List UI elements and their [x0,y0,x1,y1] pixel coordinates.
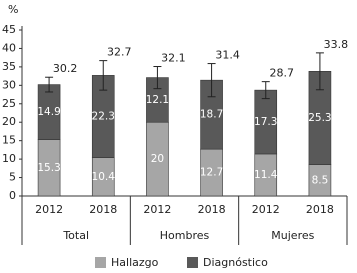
y-tick-label: 0 [9,189,16,202]
y-tick-label: 20 [2,115,16,128]
total-label: 30.2 [53,62,78,75]
x-tick-label: 2012 [35,203,63,216]
y-tick-label: 30 [2,78,16,91]
total-label: 28.7 [270,67,295,80]
legend-label: Hallazgo [111,256,159,269]
segment-label: 12.1 [146,94,169,106]
segment-label: 10.4 [92,171,116,183]
y-tick-label: 40 [2,41,16,54]
segment-label: 20 [151,153,164,165]
legend-swatch [187,257,198,268]
x-tick-label: 2012 [252,203,280,216]
total-label: 32.1 [161,52,186,65]
total-label: 32.7 [107,46,132,59]
y-tick-label: 15 [2,134,16,147]
y-tick-label: 5 [9,171,16,184]
group-label: Hombres [160,229,210,242]
segment-label: 11.4 [254,169,278,181]
legend-swatch [95,257,106,268]
y-tick-label: 10 [2,152,16,165]
segment-label: 15.3 [37,162,60,174]
group-label: Mujeres [271,229,314,242]
segment-label: 14.9 [37,106,60,118]
segment-label: 8.5 [312,174,329,186]
x-tick-label: 2012 [143,203,171,216]
y-tick-label: 45 [2,23,16,36]
segment-label: 25.3 [308,112,331,124]
segment-label: 12.7 [200,167,223,179]
segment-label: 17.3 [254,116,277,128]
legend-label: Diagnóstico [203,256,268,269]
group-label: Total [62,229,89,242]
total-label: 33.8 [324,38,349,51]
segment-label: 22.3 [92,111,115,123]
total-label: 31.4 [215,49,240,62]
x-tick-label: 2018 [198,203,226,216]
x-tick-label: 2018 [306,203,334,216]
segment-label: 18.7 [200,109,223,121]
y-axis-label: % [8,3,18,16]
x-tick-label: 2018 [89,203,117,216]
y-tick-label: 25 [2,97,16,110]
y-tick-label: 35 [2,60,16,73]
